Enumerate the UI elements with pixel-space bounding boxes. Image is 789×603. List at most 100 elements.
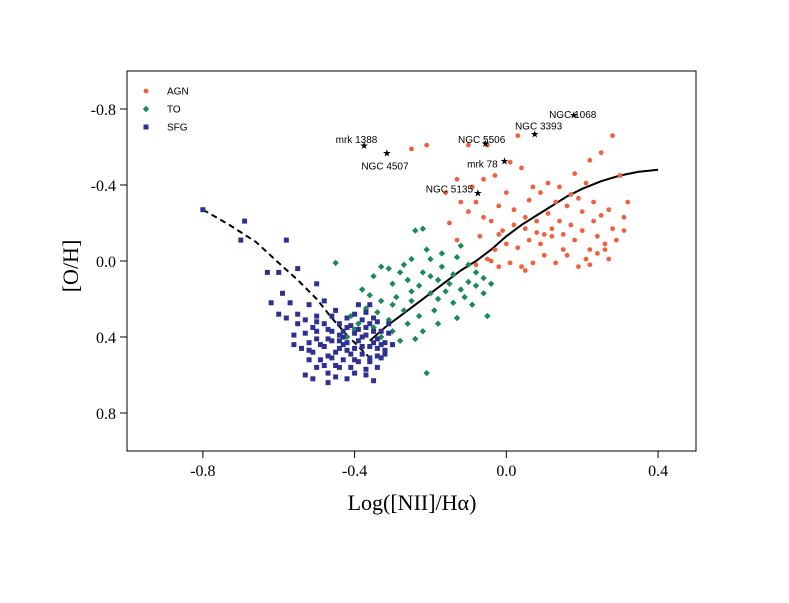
sfg-point [367,302,373,308]
sfg-point [306,340,312,346]
agn-point [500,228,505,234]
agn-point [473,199,479,205]
sfg-point [333,349,339,355]
to-point [457,286,465,293]
to-point [427,255,434,263]
sfg-point [344,376,350,382]
sfg-point [329,355,335,361]
agn-point [530,184,536,190]
sfg-point [306,357,312,363]
sfg-point [287,300,293,306]
to-point [457,242,465,249]
agn-point [530,260,536,266]
agn-point [507,260,513,266]
sfg-point [378,342,384,348]
to-point [404,276,411,284]
series-agn [409,133,631,273]
agn-point [572,171,578,177]
annotation-label: mrk 78 [467,160,498,171]
sfg-point [321,321,327,327]
point-layer [200,133,631,386]
agn-point [557,184,562,190]
to-point [419,225,427,232]
agn-point [496,232,502,237]
sfg-point [348,364,354,370]
agn-point [424,142,430,148]
to-point [434,295,442,303]
agn-point [617,173,623,178]
to-point [468,301,476,308]
sfg-point [374,364,380,370]
sfg-point [321,298,327,304]
sfg-point [336,321,342,327]
legend-item-to: TO [142,105,181,116]
to-point [419,328,427,335]
agn-point [568,192,574,197]
to-point [453,254,461,261]
sfg-point [340,328,346,334]
agn-point [602,247,608,253]
agn-point [454,237,460,243]
agn-point [522,268,528,273]
to-point [415,282,423,289]
agn-point [538,190,543,196]
annotation-ngc-1068: ★NGC 1068 [549,110,597,122]
star-marker: ★ [382,149,391,160]
sfg-point [363,366,369,372]
to-point [389,301,396,308]
agn-point [587,262,593,268]
sfg-point [359,344,365,349]
sfg-point [306,302,312,308]
agn-point [621,228,627,234]
annotation-mrk-1388: ★mrk 1388 [336,135,378,152]
star-marker: ★ [473,189,482,200]
sfg-point [386,321,392,327]
annotation-label: NGC 3393 [515,122,563,133]
sfg-point [382,347,388,353]
sfg-point [280,290,286,296]
to-point [404,320,411,327]
to-point [400,261,408,268]
to-point [465,278,472,286]
agn-point [443,190,449,196]
sfg-point [344,347,350,353]
sfg-point [325,326,331,332]
to-point [472,282,480,289]
sfg-point [283,315,289,321]
sfg-point [333,363,339,368]
agn-point [541,232,547,237]
sfg-point [314,336,320,342]
sfg-point [325,336,331,342]
agn-point [591,218,596,224]
sfg-point [310,349,316,355]
sfg-point [359,351,365,357]
sfg-point [371,378,377,384]
agn-point [549,233,555,239]
legend-marker [143,88,149,94]
sfg-point [348,323,354,329]
to-point [412,227,419,234]
to-point [377,263,385,270]
sfg-point [352,357,358,363]
sfg-point [367,355,373,361]
sfg-point [314,313,320,319]
sfg-point [325,353,331,359]
sfg-point [348,351,354,357]
to-point [332,259,339,267]
x-tick-label: 0.0 [496,463,516,480]
to-point [438,263,446,270]
annotation-mrk-78: ★mrk 78 [467,156,509,170]
agn-point [519,264,524,270]
sfg-point [363,309,369,315]
sfg-point [359,334,365,340]
agn-point [579,228,585,234]
agn-point [594,251,600,256]
agn-point [557,218,562,224]
sfg-point [355,338,361,344]
sfg-point [363,332,369,338]
annotation-ngc-4507: ★ NGC 4507 [361,149,409,173]
agn-point [610,133,615,139]
to-point [385,265,392,272]
sfg-point [325,380,331,386]
sfg-point [325,370,331,376]
